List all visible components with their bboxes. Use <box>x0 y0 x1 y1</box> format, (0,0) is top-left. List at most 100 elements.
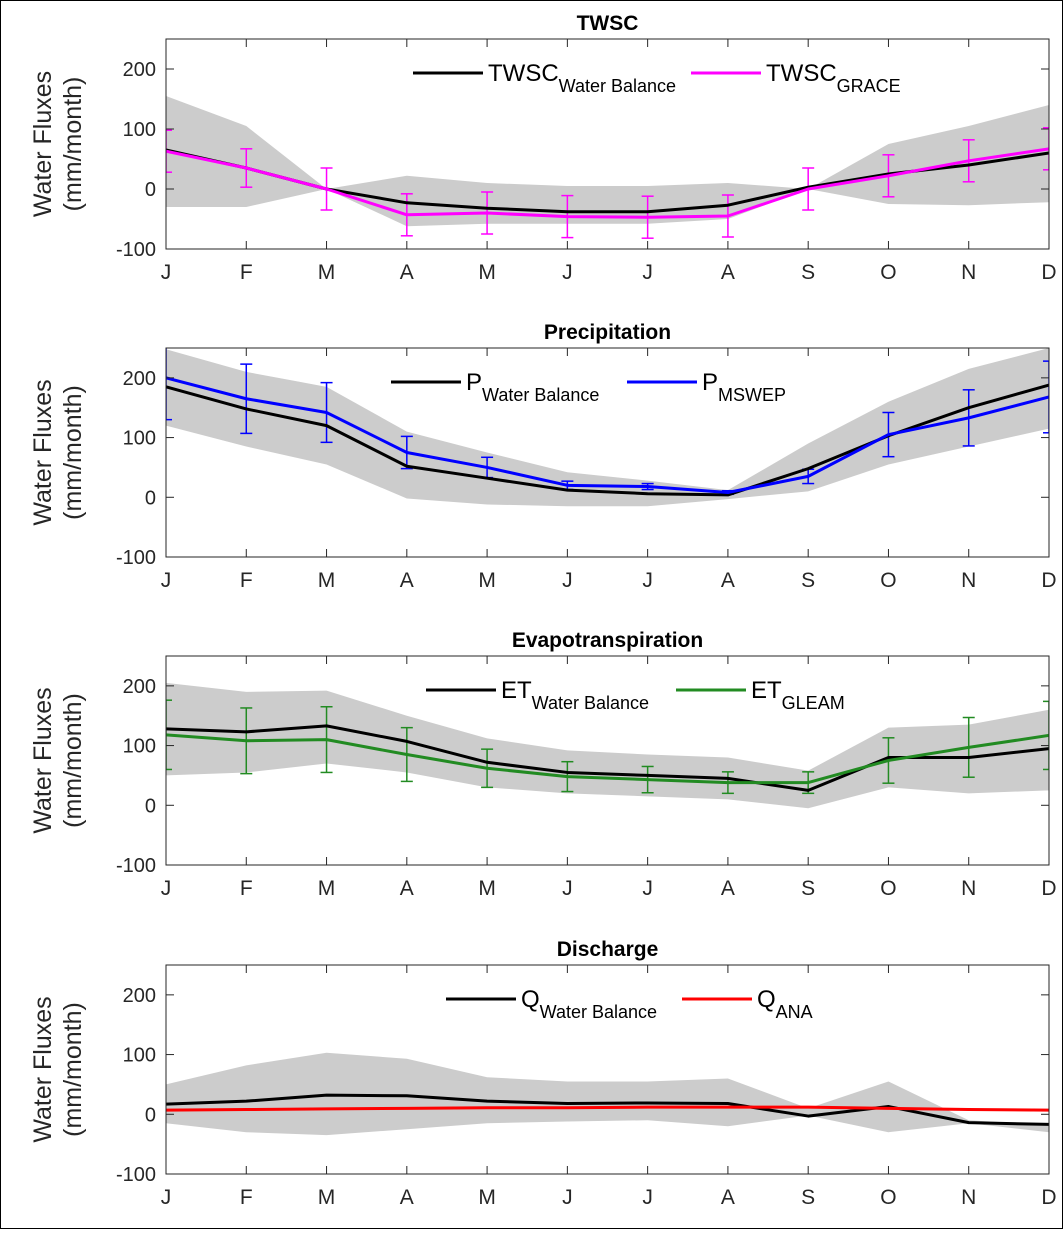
y-axis-label: Water Fluxes(mm/month) <box>29 71 87 217</box>
legend-entry-main: TWSC <box>488 60 559 87</box>
legend-entry-sub: Water Balance <box>540 1002 657 1022</box>
x-tick-label: J <box>562 261 573 284</box>
chart-title: Discharge <box>557 938 659 961</box>
x-tick-label: D <box>1041 1186 1056 1209</box>
chart-title: Evapotranspiration <box>512 629 703 652</box>
chart-panel-1: -100 0 100 200 J F M A M J J A S O N D TWSC Water Fluxes(… <box>29 12 1057 284</box>
y-tick-label: 100 <box>123 119 156 141</box>
legend-entry-sub: Water Balance <box>532 693 649 713</box>
y-tick-label: -100 <box>116 547 156 569</box>
legend-entry-2: QANA <box>757 986 813 1022</box>
y-tick-label: 0 <box>145 179 156 201</box>
legend-entry-1: QWater Balance <box>521 986 657 1022</box>
x-tick-label: J <box>562 569 573 592</box>
x-tick-label: F <box>240 877 253 900</box>
legend-entry-sub: ANA <box>776 1002 813 1022</box>
x-tick-label: J <box>642 1186 653 1209</box>
x-tick-label: J <box>642 877 653 900</box>
legend-entry-1: ETWater Balance <box>501 677 649 713</box>
legend-entry-sub: GRACE <box>837 76 901 96</box>
x-tick-label: A <box>400 261 414 284</box>
y-tick-label: 200 <box>123 59 156 81</box>
legend-entry-1: TWSCWater Balance <box>488 60 676 96</box>
x-tick-label: O <box>880 877 896 900</box>
chart-title: Precipitation <box>544 321 671 344</box>
x-tick-label: J <box>161 877 172 900</box>
legend-entry-main: TWSC <box>766 60 837 87</box>
y-tick-label: 100 <box>123 1045 156 1067</box>
x-tick-label: M <box>478 877 496 900</box>
x-tick-label: D <box>1041 877 1056 900</box>
x-tick-label: N <box>961 569 976 592</box>
uncertainty-band <box>166 1052 1049 1136</box>
legend-entry-1: PWater Balance <box>466 369 599 405</box>
legend-entry-main: ET <box>501 677 532 704</box>
x-tick-label: A <box>721 877 735 900</box>
x-tick-label: A <box>721 569 735 592</box>
x-tick-label: M <box>478 1186 496 1209</box>
legend-entry-main: P <box>702 369 718 396</box>
y-axis-label-line: (mm/month) <box>59 1002 87 1137</box>
x-tick-label: M <box>478 261 496 284</box>
x-tick-label: A <box>400 877 414 900</box>
y-axis-label-line: (mm/month) <box>59 385 87 520</box>
x-tick-label: D <box>1041 569 1056 592</box>
x-tick-label: J <box>161 261 172 284</box>
series-line-2 <box>166 376 1049 495</box>
chart-panel-3: -100 0 100 200 J F M A M J J A S O N D Evapotranspiratio… <box>29 629 1057 900</box>
y-axis-label-line: Water Fluxes <box>29 996 57 1142</box>
x-tick-label: M <box>318 569 336 592</box>
axes-box <box>165 347 1050 558</box>
y-tick-label: -100 <box>116 1164 156 1186</box>
y-axis-label-line: Water Fluxes <box>29 71 57 217</box>
x-tick-label: S <box>801 261 815 284</box>
axes-box <box>165 655 1050 866</box>
plot-area <box>166 96 1049 239</box>
legend: QWater Balance QANA <box>446 986 813 1022</box>
y-axis-label: Water Fluxes(mm/month) <box>29 379 87 525</box>
y-axis-label: Water Fluxes(mm/month) <box>29 996 87 1142</box>
legend: TWSCWater Balance TWSCGRACE <box>413 60 901 96</box>
series-line-2 <box>166 147 1049 219</box>
x-tick-label: S <box>801 569 815 592</box>
y-tick-label: 200 <box>123 676 156 698</box>
x-tick-label: F <box>240 1186 253 1209</box>
x-tick-label: J <box>642 261 653 284</box>
y-axis-label: Water Fluxes(mm/month) <box>29 687 87 833</box>
legend-entry-2: ETGLEAM <box>751 677 845 713</box>
axes-box <box>165 38 1050 250</box>
x-tick-label: J <box>161 569 172 592</box>
plot-area <box>166 348 1049 507</box>
x-tick-label: F <box>240 569 253 592</box>
x-tick-label: S <box>801 877 815 900</box>
x-tick-label: J <box>161 1186 172 1209</box>
x-tick-label: A <box>400 1186 414 1209</box>
x-tick-label: N <box>961 877 976 900</box>
x-tick-label: M <box>318 1186 336 1209</box>
uncertainty-band <box>166 96 1049 227</box>
y-tick-label: 200 <box>123 368 156 390</box>
x-tick-label: M <box>478 569 496 592</box>
x-tick-label: M <box>318 877 336 900</box>
legend-entry-main: P <box>466 369 482 396</box>
y-axis-label-line: (mm/month) <box>59 693 87 828</box>
legend-entry-sub: MSWEP <box>718 385 786 405</box>
y-tick-label: -100 <box>116 239 156 261</box>
plot-area <box>166 1052 1049 1136</box>
legend-entry-2: PMSWEP <box>702 369 786 405</box>
x-tick-label: J <box>562 877 573 900</box>
x-tick-label: A <box>721 261 735 284</box>
x-tick-label: O <box>880 569 896 592</box>
x-tick-label: S <box>801 1186 815 1209</box>
y-tick-label: 100 <box>123 428 156 450</box>
chart-title: TWSC <box>577 12 639 35</box>
legend-entry-sub: Water Balance <box>559 76 676 96</box>
x-tick-label: D <box>1041 261 1056 284</box>
x-tick-label: N <box>961 261 976 284</box>
y-tick-label: 200 <box>123 985 156 1007</box>
x-tick-label: F <box>240 261 253 284</box>
y-tick-label: 0 <box>145 795 156 817</box>
y-tick-label: -100 <box>116 855 156 877</box>
y-tick-label: 0 <box>145 487 156 509</box>
